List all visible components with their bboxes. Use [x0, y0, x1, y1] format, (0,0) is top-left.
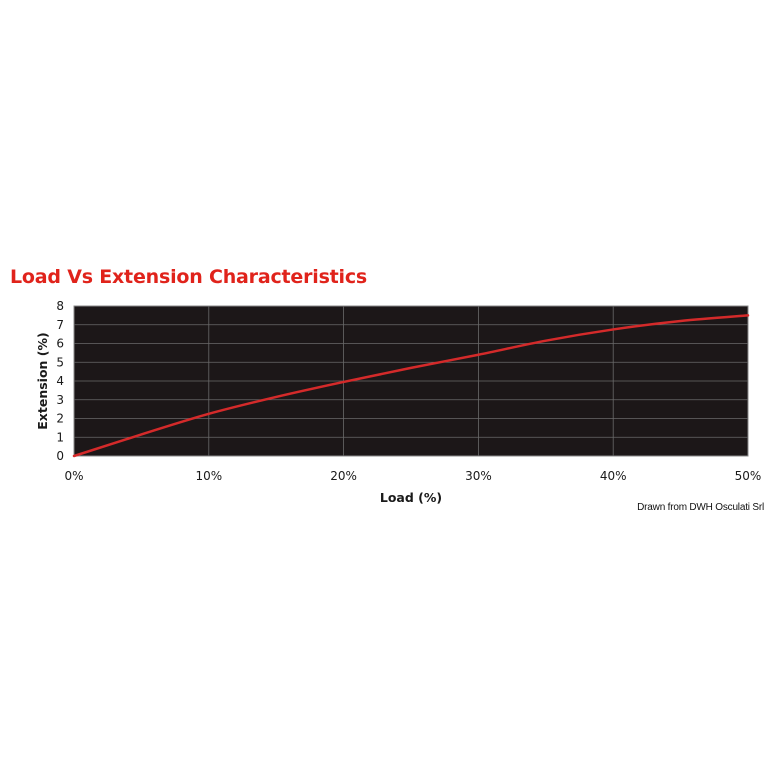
x-tick-label: 30% [465, 469, 492, 483]
series-line [72, 314, 750, 458]
y-tick-label: 1 [56, 430, 64, 444]
x-axis-ticks: 0% 10% 20% 30% 40% 50% [64, 469, 761, 483]
x-tick-label: 40% [600, 469, 627, 483]
x-tick-label: 50% [735, 469, 762, 483]
y-tick-label: 7 [56, 318, 64, 332]
x-tick-label: 10% [195, 469, 222, 483]
x-tick-label: 20% [330, 469, 357, 483]
y-tick-label: 2 [56, 412, 64, 426]
source-credit: Drawn from DWH Osculati Srl [637, 502, 764, 513]
y-tick-label: 3 [56, 393, 64, 407]
y-axis-label: Extension (%) [35, 332, 50, 429]
y-axis-ticks: 0 1 2 3 4 5 6 7 8 [56, 299, 64, 463]
y-tick-label: 6 [56, 337, 64, 351]
x-tick-label: 0% [64, 469, 83, 483]
y-tick-label: 4 [56, 374, 64, 388]
gridlines [74, 306, 748, 456]
x-axis-label: Load (%) [380, 490, 442, 505]
y-tick-label: 8 [56, 299, 64, 313]
y-tick-label: 5 [56, 355, 64, 369]
y-tick-label: 0 [56, 449, 64, 463]
chart-title: Load Vs Extension Characteristics [10, 266, 368, 288]
